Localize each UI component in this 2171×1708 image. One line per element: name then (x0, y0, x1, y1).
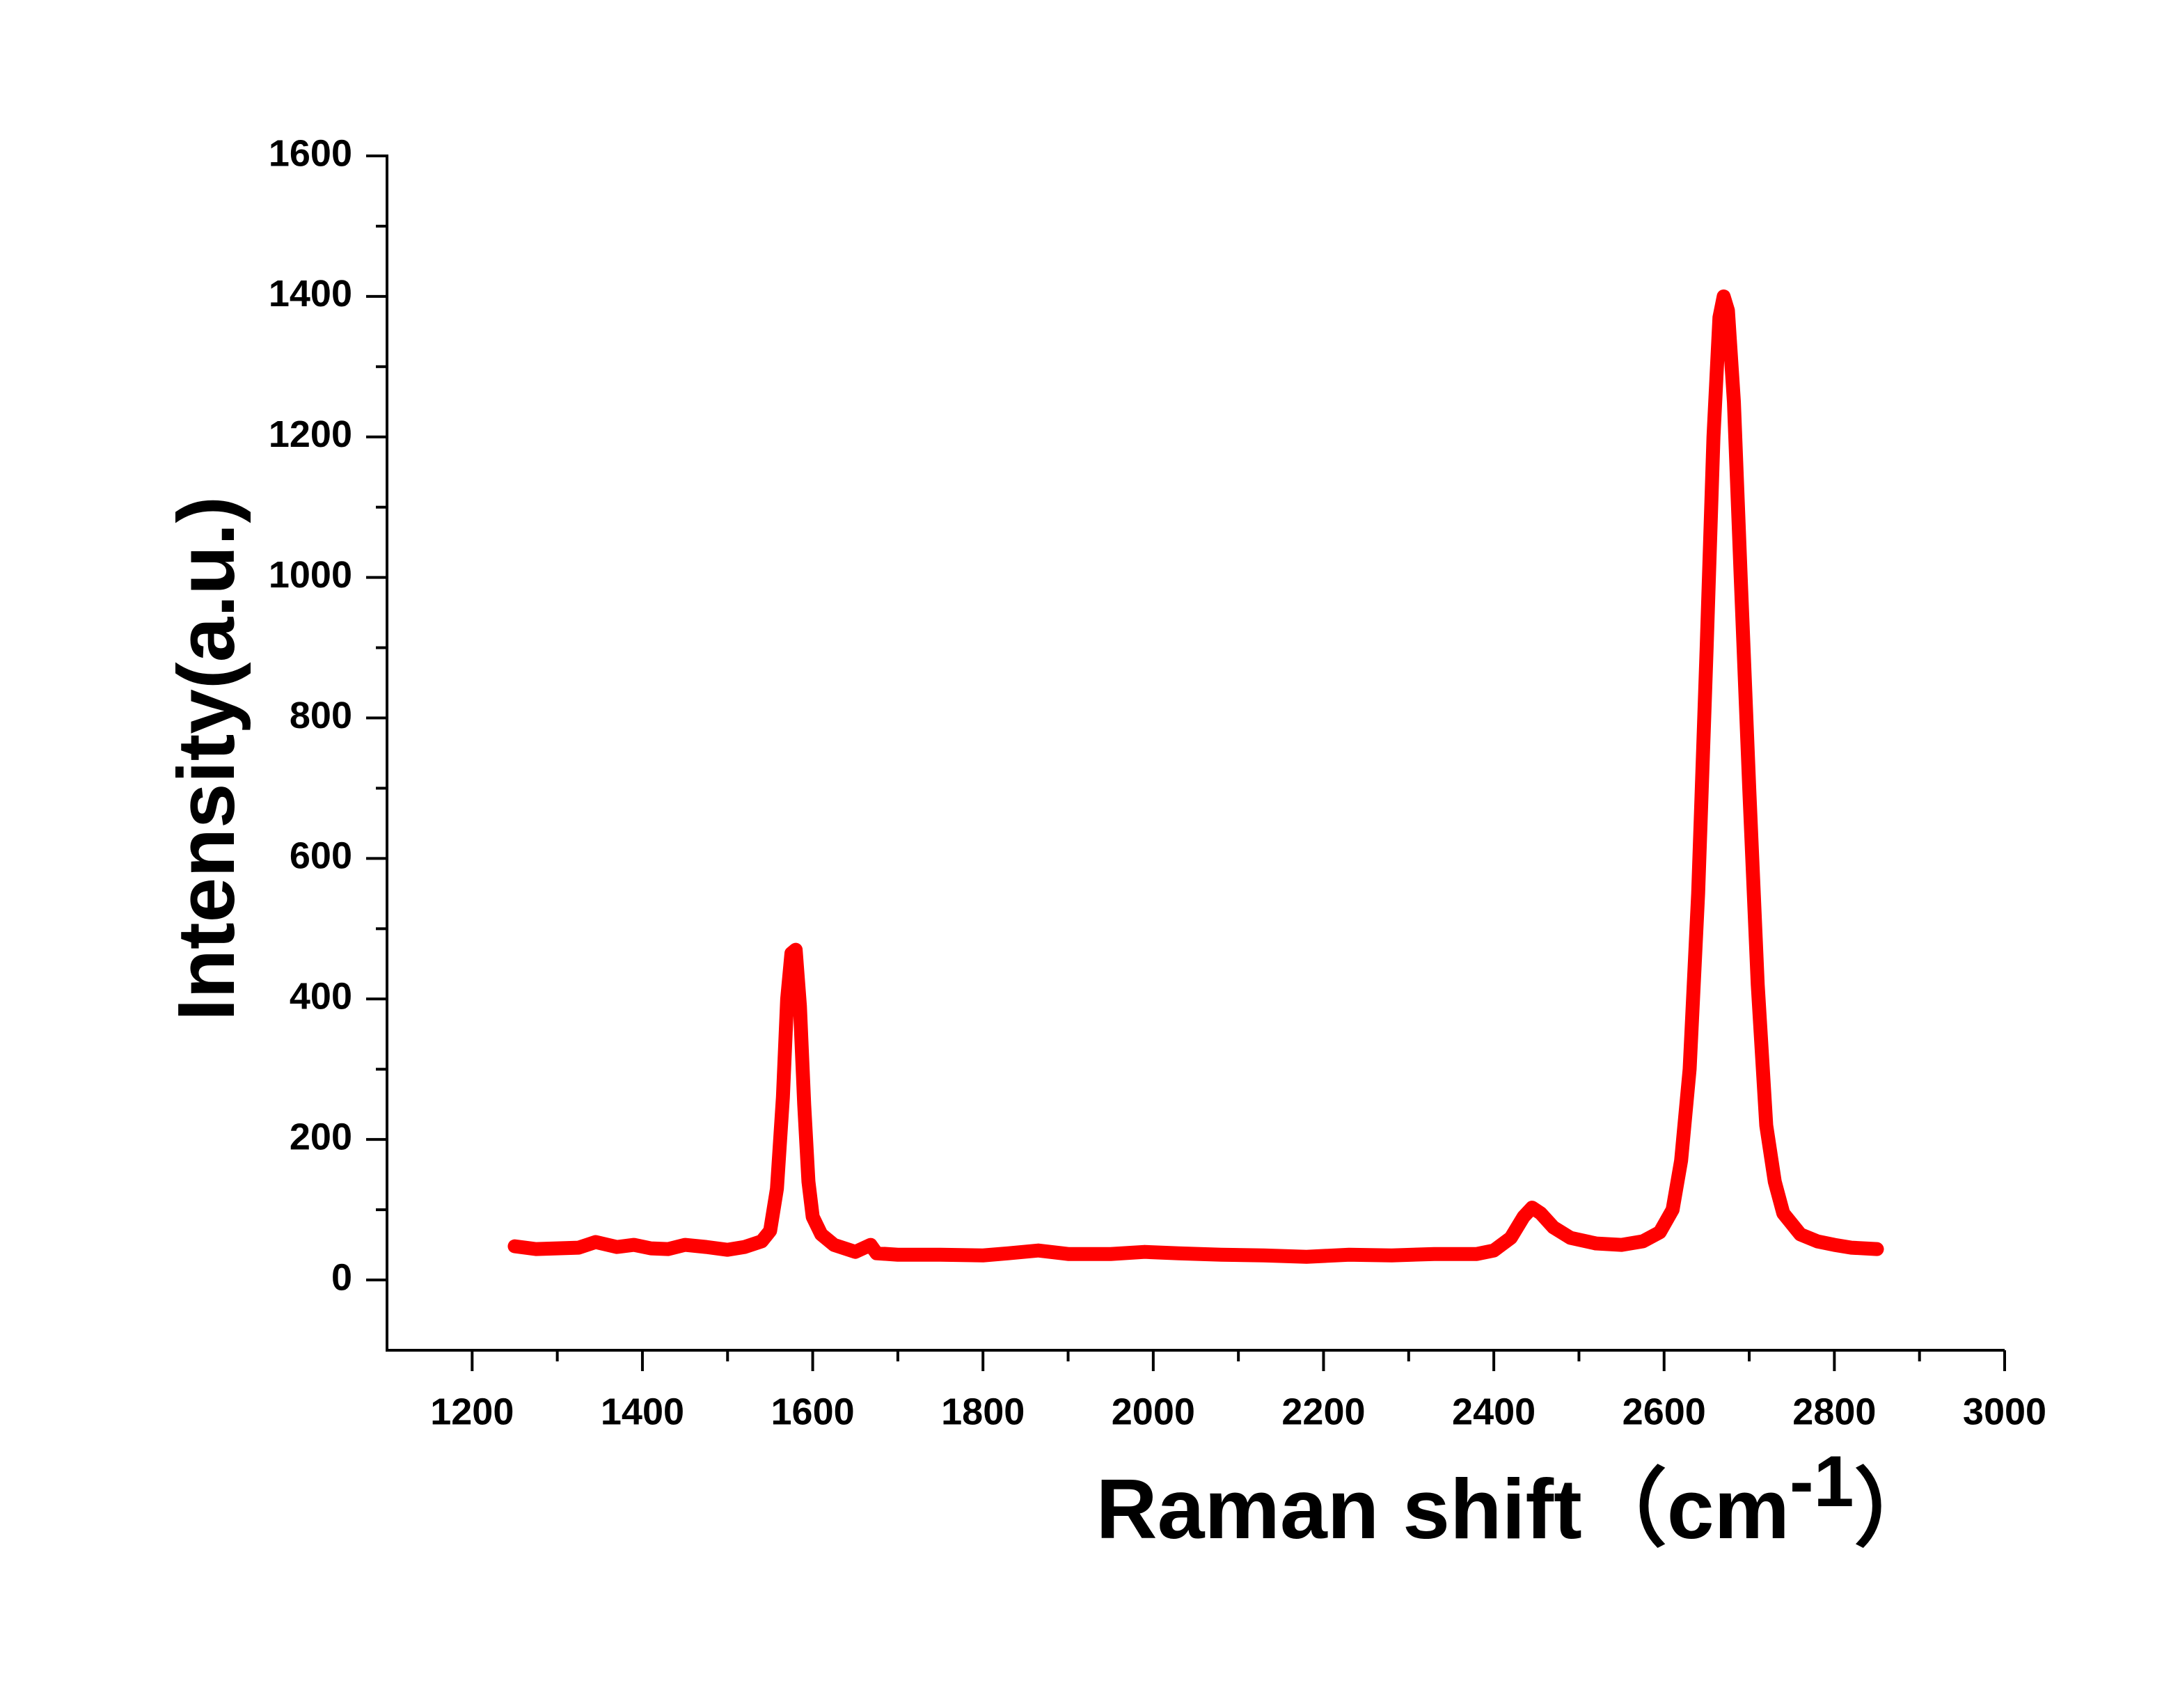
y-tick-label: 600 (290, 835, 352, 877)
x-tick-label: 3000 (1963, 1391, 2046, 1432)
y-tick-label: 1400 (269, 273, 352, 315)
y-tick-label: 1000 (269, 554, 352, 596)
x-tick-label: 1400 (601, 1391, 684, 1432)
y-tick-label: 0 (331, 1256, 352, 1298)
axis-line (386, 155, 2005, 1352)
x-label-suffix: ） (1854, 1462, 1939, 1556)
x-tick-label: 2600 (1623, 1391, 1706, 1432)
x-tick-label: 1600 (771, 1391, 855, 1432)
x-tick-label: 2000 (1112, 1391, 1195, 1432)
y-tick-label: 200 (290, 1116, 352, 1157)
x-tick-label: 2800 (1792, 1391, 1876, 1432)
data-line (507, 289, 1884, 1264)
x-label-superscript: -1 (1790, 1441, 1854, 1522)
x-axis-title: Raman shift（cm-1） (1096, 1441, 1939, 1556)
x-tick-label: 1200 (430, 1391, 514, 1432)
y-tick-label: 1600 (269, 132, 352, 174)
x-tick-label: 2400 (1452, 1391, 1536, 1432)
y-tick-label: 800 (290, 695, 352, 736)
x-tick-label: 1800 (941, 1391, 1025, 1432)
y-axis-title: Intensity(a.u.) (161, 496, 251, 1021)
x-label-text: Raman shift（cm (1096, 1462, 1790, 1556)
x-tick-label: 2200 (1281, 1391, 1365, 1432)
y-tick-label: 1200 (269, 413, 352, 455)
y-tick-label: 400 (290, 976, 352, 1018)
